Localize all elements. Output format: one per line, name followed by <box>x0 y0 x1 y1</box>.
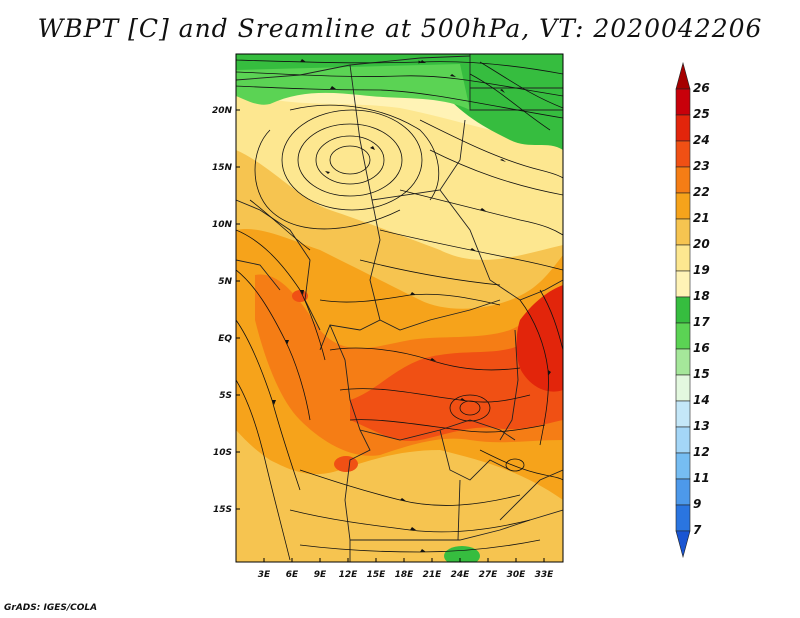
lon-label: 6E <box>286 570 299 580</box>
colorbar-label: 9 <box>693 497 701 511</box>
colorbar-segment <box>675 88 691 116</box>
colorbar-segment <box>675 192 691 220</box>
colorbar-labels: 26 25 24 23 22 21 20 19 18 17 16 15 14 1… <box>693 81 710 537</box>
colorbar-label: 16 <box>693 341 710 355</box>
colorbar-segment <box>675 140 691 168</box>
colorbar-label: 11 <box>693 471 710 485</box>
lat-label: 20N <box>212 106 233 116</box>
colorbar-segment <box>675 114 691 142</box>
streamline-arrows <box>272 59 551 552</box>
colorbar-label: 25 <box>693 107 710 121</box>
lat-label: 15S <box>213 505 232 515</box>
colorbar-segment <box>675 348 691 376</box>
colorbar-label: 13 <box>693 419 710 433</box>
lat-axis: 20N 15N 10N 5N EQ 5S 10S 15S <box>212 106 233 515</box>
colorbar-segment <box>675 530 691 559</box>
colorbar-segment <box>675 426 691 454</box>
colorbar-segment <box>675 452 691 480</box>
lat-label: 10S <box>213 448 232 458</box>
lon-label: 27E <box>479 570 499 580</box>
colorbar-segment <box>675 478 691 506</box>
lat-label: 5S <box>219 391 232 401</box>
colorbar-segment <box>675 322 691 350</box>
lon-label: 3E <box>258 570 271 580</box>
lat-label: EQ <box>218 334 232 344</box>
lat-label: 10N <box>212 220 233 230</box>
field-spot-23 <box>334 456 358 472</box>
colorbar-segment <box>675 270 691 298</box>
lon-axis: 3E 6E 9E 12E 15E 18E 21E 24E 27E 30E 33E <box>258 570 554 580</box>
colorbar-label: 26 <box>693 81 710 95</box>
colorbar-label: 22 <box>693 185 710 199</box>
colorbar-label: 19 <box>693 263 710 277</box>
colorbar-segment <box>675 218 691 246</box>
colorbar-label: 21 <box>693 211 710 225</box>
grads-credit: GrADS: IGES/COLA <box>4 603 98 613</box>
colorbar-segment <box>675 61 691 90</box>
lon-label: 30E <box>507 570 527 580</box>
colorbar-label: 17 <box>693 315 710 329</box>
colorbar-label: 14 <box>693 393 710 407</box>
lon-label: 18E <box>395 570 415 580</box>
colorbar-label: 20 <box>693 237 710 251</box>
colorbar-segment <box>675 166 691 194</box>
colorbar-segment <box>675 296 691 324</box>
colorbar-label: 24 <box>693 133 710 147</box>
colorbar-label: 12 <box>693 445 710 459</box>
lat-label: 15N <box>212 163 233 173</box>
colorbar-label: 23 <box>693 159 710 173</box>
colorbar-label: 7 <box>693 523 702 537</box>
map-frame <box>235 53 564 563</box>
lon-label: 33E <box>535 570 555 580</box>
lon-label: 21E <box>423 570 443 580</box>
lat-ticks <box>236 109 240 510</box>
colorbar-segment <box>675 400 691 428</box>
lon-label: 24E <box>451 570 471 580</box>
colorbar-segment <box>675 504 691 532</box>
lon-ticks <box>263 558 545 562</box>
colorbar-segment <box>675 244 691 272</box>
lon-label: 15E <box>367 570 387 580</box>
colorbar-boxes <box>675 61 691 559</box>
colorbar-label: 15 <box>693 367 710 381</box>
colorbar-segment <box>675 374 691 402</box>
colorbar-label: 18 <box>693 289 710 303</box>
lon-label: 9E <box>314 570 327 580</box>
lat-label: 5N <box>218 277 232 287</box>
chart-title: WBPT [C] and Sreamline at 500hPa, VT: 20… <box>37 14 763 43</box>
lon-label: 12E <box>339 570 359 580</box>
field-region-23 <box>350 310 563 441</box>
